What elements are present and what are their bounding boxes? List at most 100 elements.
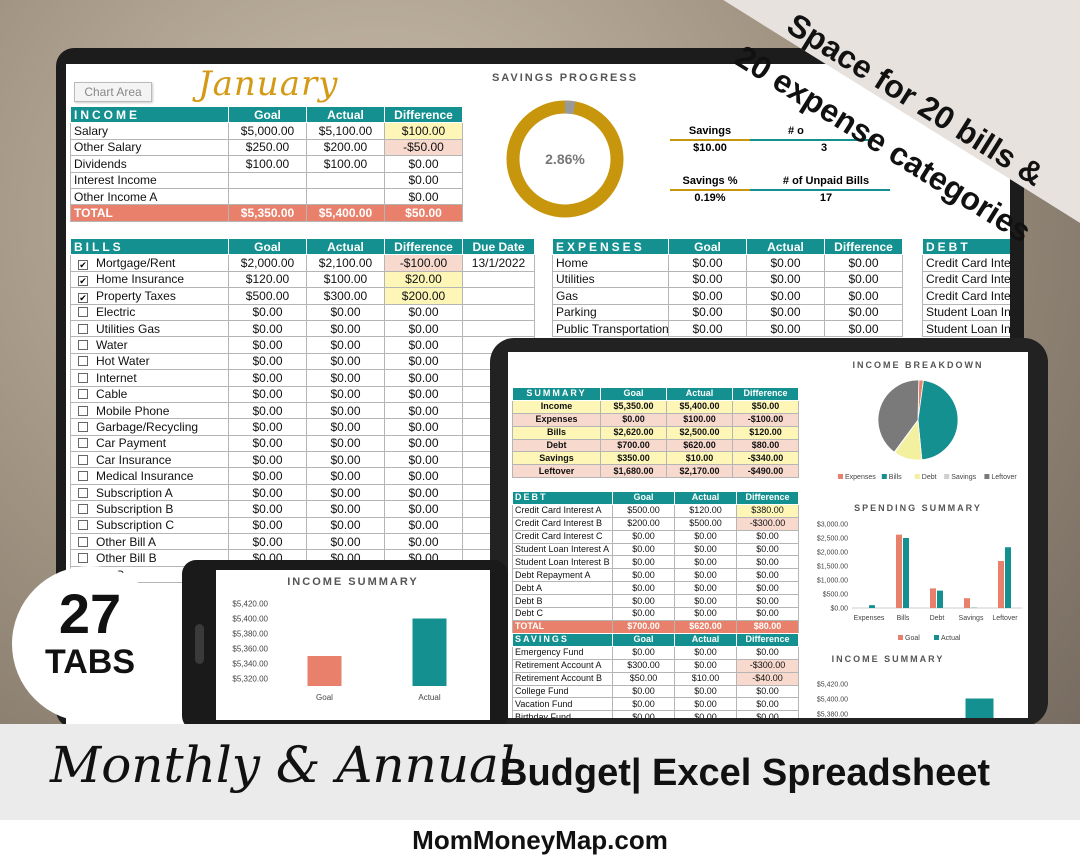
row-label: Debt B bbox=[512, 594, 613, 609]
paid-checkbox[interactable] bbox=[78, 438, 88, 449]
table-row: Interest Income $0.00 bbox=[70, 171, 463, 189]
savings-percent-label: 2.86% bbox=[545, 151, 585, 167]
paid-checkbox[interactable] bbox=[78, 356, 88, 367]
goal-header: Goal bbox=[228, 105, 307, 124]
due-date-cell bbox=[462, 287, 535, 305]
bill-row: Hot Water $0.00 $0.00 $0.00 bbox=[70, 352, 535, 371]
actual-cell: $200.00 bbox=[306, 138, 385, 157]
difference-cell: -$490.00 bbox=[732, 464, 799, 479]
paid-checkbox[interactable] bbox=[78, 503, 88, 514]
table-row: Credit Card Interest A $500.00 $120.00 $380… bbox=[512, 503, 799, 518]
spending-summary-title: SPENDING SUMMARY bbox=[854, 503, 982, 513]
website-url[interactable]: MomMoneyMap.com bbox=[0, 820, 1080, 864]
bill-name: Other Bill B bbox=[96, 551, 157, 566]
difference-cell: -$100.00 bbox=[732, 412, 799, 427]
table-row: Credit Card Inte bbox=[922, 287, 1010, 305]
difference-cell: $0.00 bbox=[824, 287, 903, 305]
debt-header-row: DEBT bbox=[922, 237, 1010, 256]
goal-cell: $1,680.00 bbox=[600, 464, 667, 479]
actual-cell bbox=[306, 187, 385, 206]
legend-swatch bbox=[881, 474, 887, 479]
expenses-rows: Home $0.00 $0.00 $0.00 Utilities $0.00 $0.00 $0… bbox=[552, 254, 903, 338]
goal-cell: $0.00 bbox=[228, 516, 307, 535]
row-label: Leftover bbox=[512, 464, 601, 479]
legend-label: Leftover bbox=[991, 474, 1017, 481]
paid-checkbox[interactable] bbox=[78, 421, 88, 432]
paid-checkbox[interactable] bbox=[78, 471, 88, 482]
debt-partial-table: DEBT Credit Card Inte Credit Card Inte Cre… bbox=[922, 237, 1010, 338]
chart-area-button[interactable]: Chart Area bbox=[74, 82, 152, 102]
x-tick-label: Goal bbox=[316, 693, 333, 702]
bills-table: BILLS Goal Actual Difference Due Date ✔ M… bbox=[70, 237, 535, 584]
goal-cell: $0.00 bbox=[228, 500, 307, 518]
difference-cell: $120.00 bbox=[732, 425, 799, 440]
bill-name: Medical Insurance bbox=[96, 469, 194, 484]
row-label: Student Loan In bbox=[922, 319, 1010, 338]
actual-cell: $620.00 bbox=[666, 438, 733, 453]
summary-table: SUMMARY Goal Actual Difference Income $5,… bbox=[512, 387, 799, 479]
row-label: Utilities bbox=[552, 270, 669, 289]
paid-checkbox[interactable] bbox=[78, 454, 88, 465]
savings-progress-donut: 2.86% bbox=[506, 100, 624, 218]
goal-cell: $120.00 bbox=[228, 270, 307, 289]
actual-header: Actual bbox=[746, 237, 825, 256]
paid-checkbox[interactable] bbox=[78, 520, 88, 531]
paid-checkbox[interactable] bbox=[78, 405, 88, 416]
paid-checkbox[interactable] bbox=[78, 323, 88, 334]
legend-label: Bills bbox=[889, 474, 902, 481]
paid-checkbox[interactable]: ✔ bbox=[78, 292, 88, 303]
row-label: Credit Card Interest A bbox=[512, 503, 613, 518]
paid-checkbox[interactable] bbox=[78, 389, 88, 400]
paid-checkbox[interactable] bbox=[78, 372, 88, 383]
goal-cell: $100.00 bbox=[228, 155, 307, 173]
savings-stat-value: $10.00 bbox=[693, 142, 727, 154]
goal-cell: $0.00 bbox=[668, 254, 747, 272]
tablet-debt-table: DEBT Goal Actual Difference Credit Card … bbox=[512, 491, 799, 634]
difference-cell: -$40.00 bbox=[736, 671, 799, 686]
goal-cell: $300.00 bbox=[612, 658, 675, 673]
income-breakdown-pie: Expenses Bills Debt Savings Leftover bbox=[838, 379, 1017, 481]
bill-name-cell: Car Insurance bbox=[70, 451, 229, 469]
actual-cell: $0.00 bbox=[306, 434, 385, 453]
bill-row: ✔ Home Insurance $120.00 $100.00 $20.00 bbox=[70, 270, 535, 289]
goal-cell: $0.00 bbox=[612, 710, 675, 718]
goal-cell: $0.00 bbox=[612, 594, 675, 609]
actual-cell: $5,400.00 bbox=[306, 204, 385, 222]
savings-progress-title: SAVINGS PROGRESS bbox=[491, 72, 639, 84]
row-label: Savings bbox=[512, 451, 601, 466]
x-tick-label: Savings bbox=[959, 615, 984, 622]
paid-checkbox[interactable] bbox=[78, 536, 88, 547]
paid-checkbox[interactable] bbox=[78, 340, 88, 351]
actual-cell: $2,500.00 bbox=[666, 425, 733, 440]
bar-goal bbox=[307, 656, 342, 686]
due-date-cell: 13/1/2022 bbox=[462, 254, 535, 272]
difference-cell: -$50.00 bbox=[384, 138, 463, 157]
goal-cell: $700.00 bbox=[612, 619, 675, 634]
paid-checkbox[interactable] bbox=[78, 307, 88, 318]
table-row: Credit Card Inte bbox=[922, 254, 1010, 272]
income-header: INCOME bbox=[70, 105, 229, 124]
bill-name-cell: ✔ Home Insurance bbox=[70, 270, 229, 289]
bill-name: Subscription B bbox=[96, 501, 174, 516]
row-label: Student Loan Interest A bbox=[512, 542, 613, 557]
bill-name: Internet bbox=[96, 370, 137, 385]
paid-checkbox[interactable]: ✔ bbox=[78, 260, 88, 271]
table-row: Gas $0.00 $0.00 $0.00 bbox=[552, 287, 903, 305]
tablet-savings-rows: Emergency Fund $0.00 $0.00 $0.00 Retirement … bbox=[512, 645, 799, 718]
row-label: Debt A bbox=[512, 581, 613, 596]
y-tick-label: $5,380.00 bbox=[817, 712, 848, 719]
bill-name: Home Insurance bbox=[96, 272, 185, 287]
actual-cell: $0.00 bbox=[306, 319, 385, 338]
difference-cell: $0.00 bbox=[736, 607, 799, 621]
actual-cell: $2,100.00 bbox=[306, 254, 385, 272]
tabs-count-label: TABS bbox=[44, 643, 136, 681]
paid-checkbox[interactable] bbox=[78, 553, 88, 564]
bill-name-cell: ✔ Mortgage/Rent bbox=[70, 254, 229, 272]
paid-checkbox[interactable] bbox=[78, 487, 88, 498]
phone-camera bbox=[195, 624, 204, 664]
bar-actual bbox=[869, 605, 875, 608]
bills-header: BILLS bbox=[70, 237, 229, 256]
bill-name-cell: Water bbox=[70, 336, 229, 354]
goal-cell: $350.00 bbox=[600, 451, 667, 466]
paid-checkbox[interactable]: ✔ bbox=[78, 276, 88, 287]
